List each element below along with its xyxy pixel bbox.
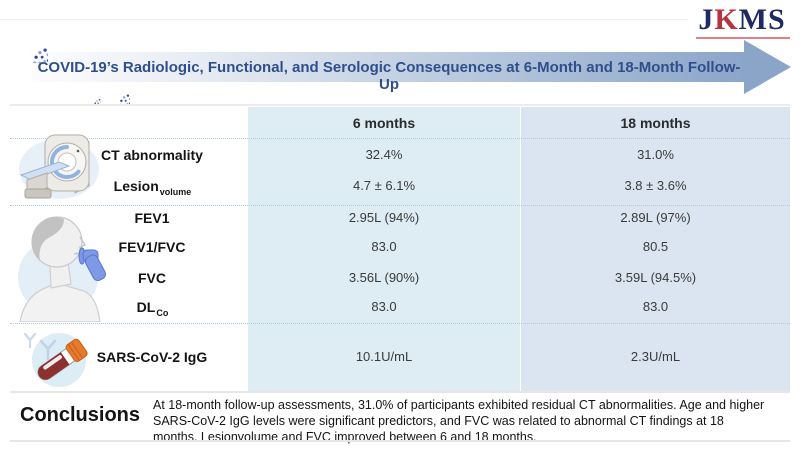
coronavirus-icon [15,30,48,63]
dotted-separator [10,138,790,139]
spirometry-person-icon [18,216,107,322]
row-label: DLCo [136,299,169,318]
value-18-months: 31.0% [637,147,674,162]
value-18-months: 83.0 [642,299,669,314]
logo-underline [696,37,790,39]
table-row-dlco: DLCo 83.0 83.0 [0,299,800,319]
jkms-journal-logo: JKMS [696,4,788,36]
dotted-separator [10,323,790,324]
dotted-separator [10,205,790,206]
value-18-months: 80.5 [642,239,669,254]
value-18-months: 2.89L (97%) [620,210,691,225]
value-18-months: 3.8 ± 3.6% [624,178,687,193]
row-label: CT abnormality [101,147,203,163]
value-6-months: 83.0 [371,299,397,314]
section-divider [10,104,790,106]
row-label: FEV1 [134,210,170,226]
value-6-months: 4.7 ± 6.1% [352,178,416,193]
row-label-subscript: volume [159,187,192,197]
section-divider [10,440,790,442]
row-label: FEV1/FVC [118,239,186,255]
page-title: COVID-19’s Radiologic, Functional, and S… [37,59,741,93]
column-18-months-background [521,107,790,391]
table-row-lesion-volume: Lesionvolume 4.7 ± 6.1% 3.8 ± 3.6% [0,178,800,198]
section-divider [10,391,790,393]
top-divider [0,19,688,20]
ct-scanner-icon [19,134,99,199]
column-6-months-background [248,107,520,391]
value-18-months: 3.59L (94.5%) [614,270,697,285]
logo-letters-ms: MS [738,3,786,36]
logo-letter-k: K [714,3,739,36]
row-label-subscript: Co [156,308,169,318]
table-row-fev1: FEV1 2.95L (94%) 2.89L (97%) [0,210,800,230]
conclusions-heading: Conclusions [20,404,141,426]
table-row-fvc: FVC 3.56L (90%) 3.59L (94.5%) [0,270,800,290]
value-6-months: 32.4% [365,147,403,162]
logo-letter-j: J [698,3,715,36]
table-row-fev1-fvc: FEV1/FVC 83.0 80.5 [0,239,800,259]
conclusions-text: At 18-month follow-up assessments, 31.0%… [153,398,765,444]
row-label: SARS-CoV-2 IgG [96,349,208,365]
value-6-months: 83.0 [371,239,397,254]
coronavirus-icon [106,81,130,105]
column-header-18-months: 18 months [620,115,691,131]
value-18-months: 2.3U/mL [630,349,681,364]
row-label: FVC [138,270,166,286]
value-6-months: 2.95L (94%) [348,210,420,225]
row-label: Lesionvolume [113,178,192,197]
blood-tube-icon [23,332,88,387]
column-header-6-months: 6 months [352,115,416,131]
right-arrow-banner [30,52,744,82]
table-row-sars-cov-2-igg: SARS-CoV-2 IgG 10.1U/mL 2.3U/mL [0,349,800,369]
value-6-months: 10.1U/mL [355,349,413,364]
arrow-head-icon [744,40,791,94]
table-row-ct-abnormality: CT abnormality 32.4% 31.0% [0,147,800,167]
value-6-months: 3.56L (90%) [348,270,420,285]
